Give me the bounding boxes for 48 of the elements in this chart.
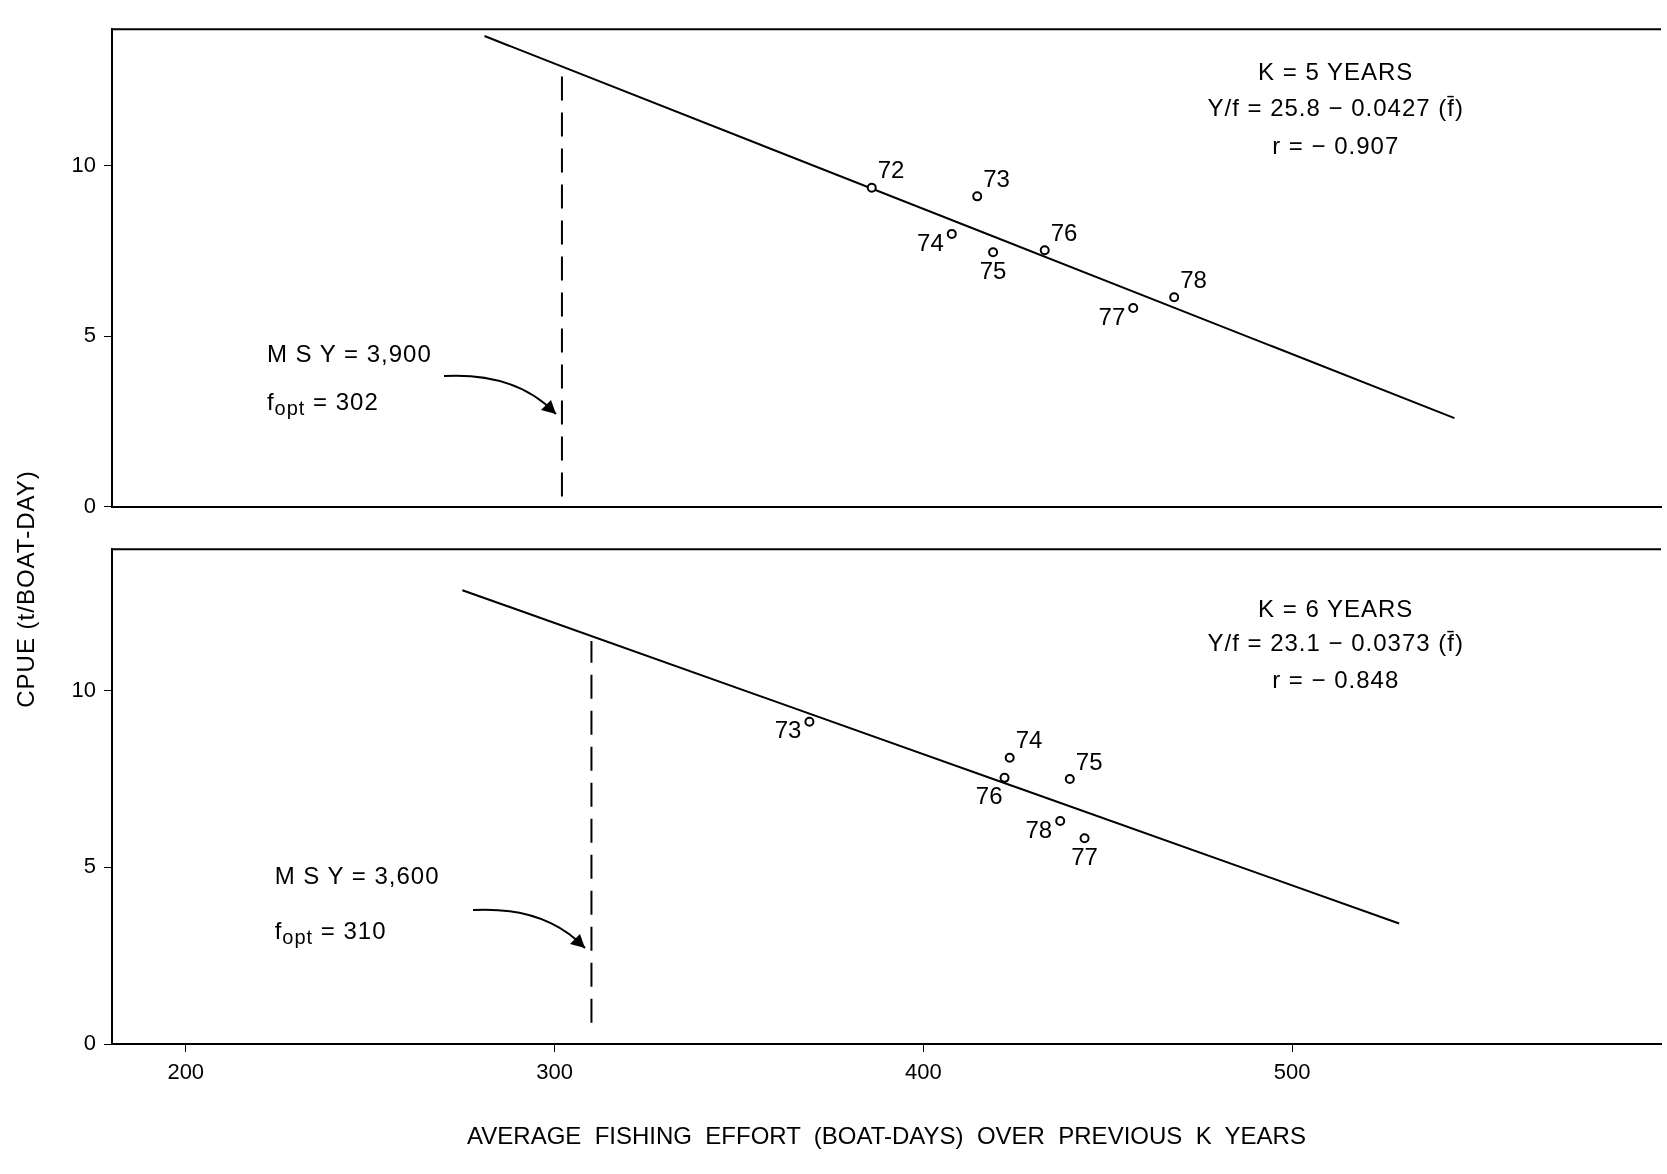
x-tick-label: 300 [536, 1059, 573, 1085]
annotation: 77 [1071, 842, 1098, 870]
y-tick-label: 0 [83, 1030, 96, 1056]
point [1064, 773, 1075, 784]
annotation: 73 [983, 164, 1010, 192]
x-axis-title: AVERAGE FISHING EFFORT (BOAT-DAYS) OVER PREVIOUS K YEARS [467, 1122, 1306, 1150]
point [1128, 302, 1139, 313]
annotation: Y/f = 25.8 − 0.0427 (f̄) [1207, 94, 1464, 122]
x-tick-label: 500 [1273, 1059, 1311, 1085]
point [988, 247, 999, 258]
annotation: 77 [1098, 302, 1126, 330]
point [1039, 245, 1050, 256]
point [1079, 833, 1090, 844]
annotation: K = 6 YEARS [1258, 594, 1414, 623]
point [999, 772, 1010, 783]
y-tick-label: 10 [71, 151, 96, 177]
annotation: 78 [1025, 815, 1053, 843]
y-tick-label: 5 [83, 853, 96, 879]
annotation: K = 5 YEARS [1258, 58, 1414, 87]
point [804, 716, 815, 727]
y-tick-label: 0 [83, 492, 96, 518]
point [1055, 815, 1066, 826]
annotation: 75 [979, 256, 1007, 284]
x-tick-label: 400 [905, 1059, 942, 1085]
annotation: 76 [975, 782, 1003, 810]
point [946, 228, 957, 239]
y-axis-title: CPUE (t/BOAT-DAY) [12, 470, 40, 708]
annotation: 75 [1075, 747, 1103, 775]
annotation: M S Y = 3,600 [274, 861, 440, 890]
y-tick-label: 5 [83, 322, 96, 348]
point [866, 182, 877, 193]
annotation: 78 [1180, 265, 1207, 293]
y-tick-label: 10 [71, 676, 96, 702]
annotation: M S Y = 3,900 [266, 339, 432, 368]
annotation: Y/f = 23.1 − 0.0373 (f̄) [1207, 629, 1464, 658]
annotation: r = − 0.907 [1272, 132, 1400, 161]
annotation: 72 [877, 156, 905, 184]
annotation: 74 [917, 228, 944, 256]
point [972, 191, 983, 202]
point [1004, 752, 1015, 763]
annotation: 74 [1015, 726, 1043, 754]
annotation: f$_{opt}$ = 310 [274, 916, 387, 950]
x-tick-label: 200 [167, 1059, 205, 1085]
annotation: 73 [774, 716, 802, 744]
annotation: 76 [1050, 218, 1078, 246]
annotation: r = − 0.848 [1272, 666, 1400, 695]
point [1169, 292, 1180, 303]
annotation: f$_{opt}$ = 302 [266, 387, 379, 421]
